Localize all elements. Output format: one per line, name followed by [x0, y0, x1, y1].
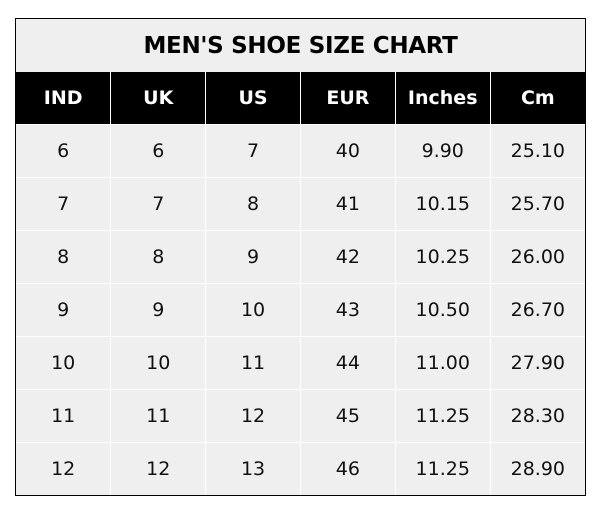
- table-cell: 11.00: [394, 336, 491, 390]
- size-chart-table: MEN'S SHOE SIZE CHART IND UK US EUR Inches Cm…: [15, 18, 586, 496]
- table-cell: 26.00: [489, 230, 585, 284]
- table-cell: 11.25: [394, 442, 491, 495]
- table-cell: 27.90: [489, 336, 585, 390]
- table-cell: 9.90: [394, 124, 491, 178]
- table-cell: 10.15: [394, 177, 491, 231]
- table-cell: 10.50: [394, 283, 491, 337]
- table-cell: 10: [205, 283, 301, 337]
- table-cell: 40: [299, 124, 396, 178]
- table-row: 6 6 7 40 9.90 25.10: [16, 124, 585, 178]
- table-cell: 7: [205, 124, 301, 178]
- table-cell: 28.90: [489, 442, 585, 495]
- table-cell: 10: [110, 336, 207, 390]
- table-cell: 42: [299, 230, 396, 284]
- table-cell: 45: [299, 389, 396, 443]
- table-cell: 41: [299, 177, 396, 231]
- table-cell: 9: [16, 283, 112, 337]
- table-cell: 10.25: [394, 230, 491, 284]
- table-cell: 8: [110, 230, 207, 284]
- table-cell: 25.10: [489, 124, 585, 178]
- table-cell: 28.30: [489, 389, 585, 443]
- table-row: 9 9 10 43 10.50 26.70: [16, 283, 585, 337]
- table-cell: 12: [205, 389, 301, 443]
- table-cell: 13: [205, 442, 301, 495]
- table-row: 10 10 11 44 11.00 27.90: [16, 336, 585, 390]
- table-cell: 8: [205, 177, 301, 231]
- table-row: 8 8 9 42 10.25 26.00: [16, 230, 585, 284]
- column-header: US: [205, 72, 301, 125]
- column-header: IND: [16, 72, 112, 125]
- table-cell: 12: [110, 442, 207, 495]
- table-cell: 6: [110, 124, 207, 178]
- column-header: EUR: [299, 72, 396, 125]
- table-cell: 26.70: [489, 283, 585, 337]
- table-cell: 10: [16, 336, 112, 390]
- table-cell: 12: [16, 442, 112, 495]
- table-cell: 11: [16, 389, 112, 443]
- table-cell: 11: [110, 389, 207, 443]
- table-row: 11 11 12 45 11.25 28.30: [16, 389, 585, 443]
- column-header: Inches: [394, 72, 491, 125]
- table-cell: 6: [16, 124, 112, 178]
- table-row: 12 12 13 46 11.25 28.90: [16, 442, 585, 495]
- column-header: Cm: [489, 72, 585, 125]
- header-row: IND UK US EUR Inches Cm: [16, 72, 585, 125]
- table-cell: 9: [205, 230, 301, 284]
- table-cell: 25.70: [489, 177, 585, 231]
- table-cell: 43: [299, 283, 396, 337]
- table-cell: 7: [110, 177, 207, 231]
- table-cell: 11: [205, 336, 301, 390]
- size-table: IND UK US EUR Inches Cm 6 6 7 40 9.90 25.10 7 7 8 41 10…: [16, 72, 585, 495]
- column-header: UK: [110, 72, 207, 125]
- chart-title: MEN'S SHOE SIZE CHART: [143, 33, 458, 59]
- table-row: 7 7 8 41 10.15 25.70: [16, 177, 585, 231]
- table-cell: 9: [110, 283, 207, 337]
- table-cell: 44: [299, 336, 396, 390]
- table-cell: 11.25: [394, 389, 491, 443]
- table-cell: 7: [16, 177, 112, 231]
- table-cell: 46: [299, 442, 396, 495]
- table-cell: 8: [16, 230, 112, 284]
